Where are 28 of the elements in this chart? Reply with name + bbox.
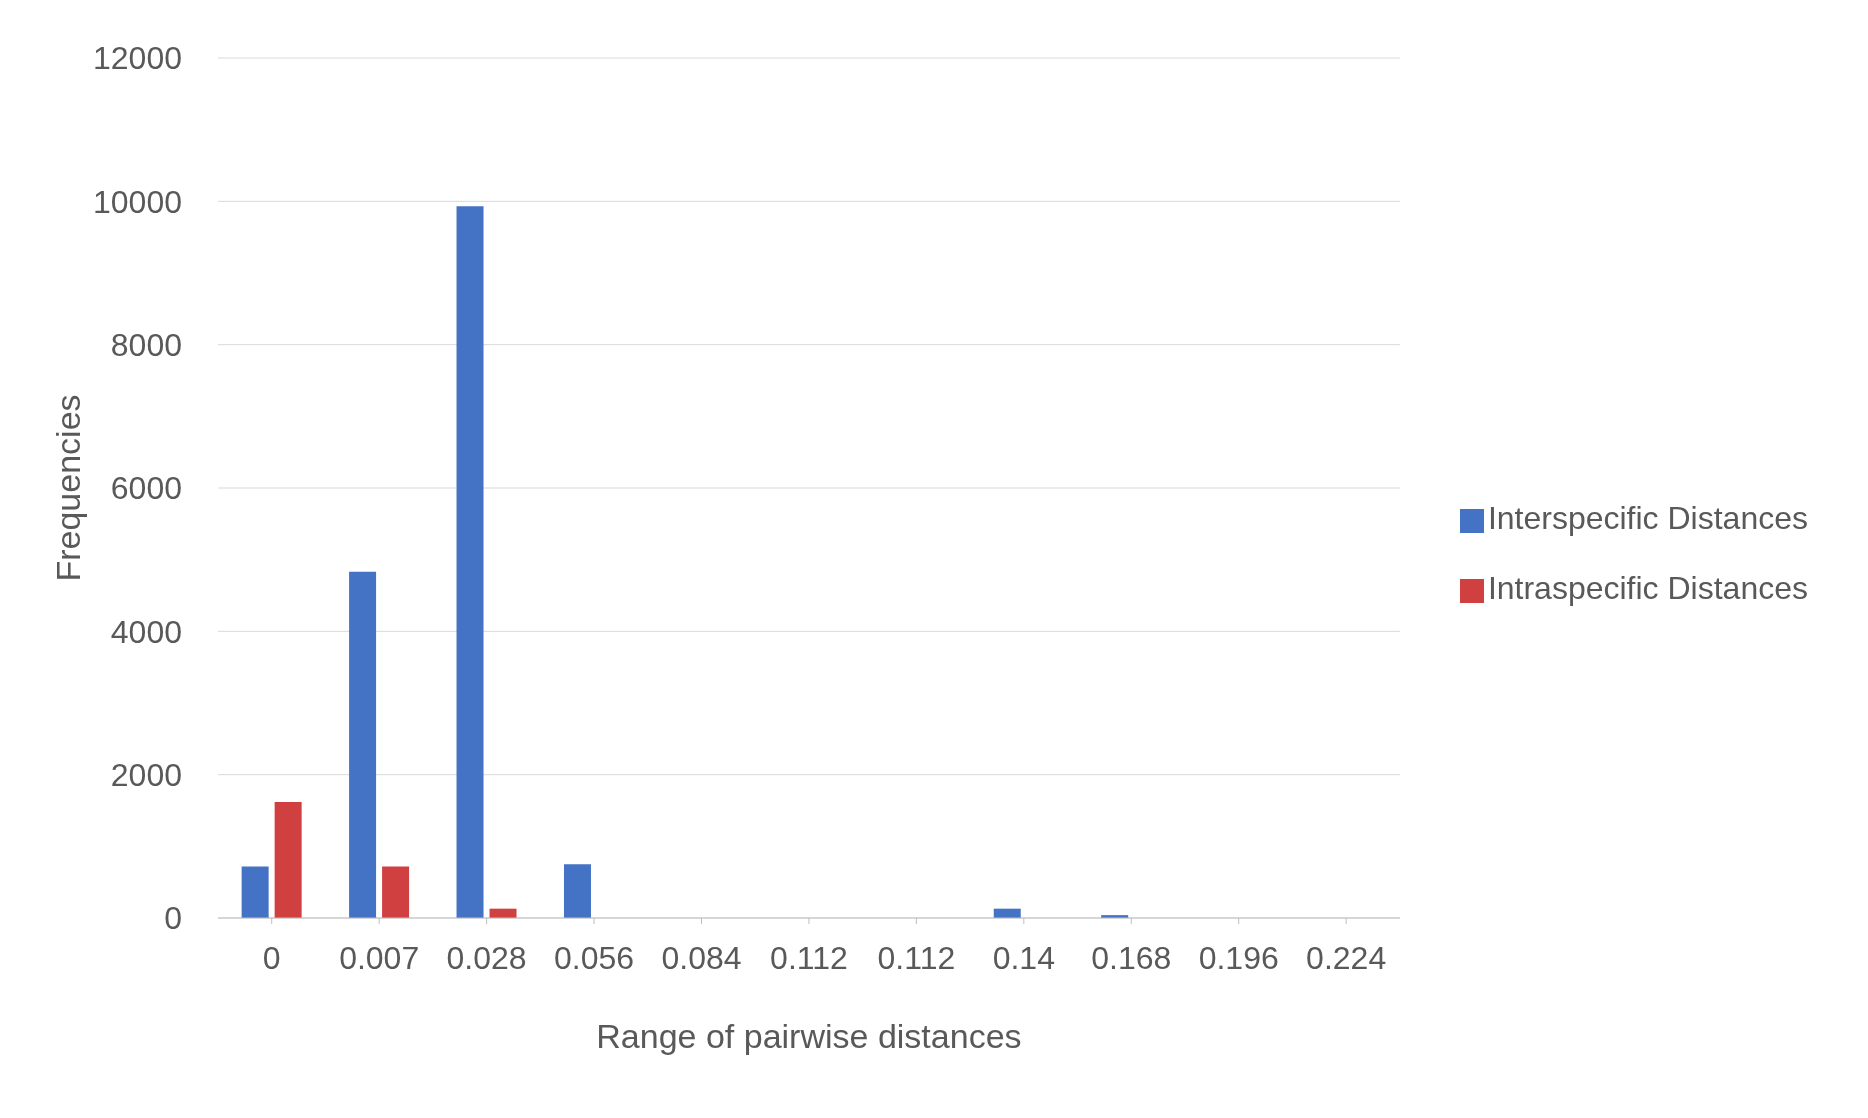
bar	[274, 801, 302, 918]
x-tick-label: 0.084	[661, 939, 742, 976]
x-tick-label: 0.112	[877, 939, 956, 976]
y-tick-label: 6000	[110, 470, 182, 507]
x-tick-label: 0.112	[770, 939, 848, 976]
x-tick-label: 0.224	[1306, 939, 1387, 976]
y-tick-label: 4000	[110, 613, 182, 650]
legend-label: Intraspecific Distances	[1487, 570, 1808, 606]
x-tick-label: 0.14	[992, 939, 1055, 976]
bar	[241, 866, 269, 918]
y-tick-label: 10000	[93, 183, 182, 220]
legend-label: Interspecific Distances	[1487, 500, 1808, 536]
x-tick-label: 0.196	[1198, 939, 1279, 976]
y-tick-label: 8000	[110, 327, 182, 364]
x-tick-label: 0.168	[1091, 939, 1172, 976]
x-axis-title: Range of pairwise distances	[596, 1017, 1022, 1055]
bar	[349, 571, 377, 918]
x-tick-label: 0	[262, 939, 281, 976]
x-tick-label: 0.007	[339, 939, 420, 976]
bar	[382, 866, 410, 918]
bar	[563, 864, 591, 918]
x-tick-label: 0.056	[554, 939, 635, 976]
bar	[456, 206, 484, 918]
y-tick-label: 0	[164, 900, 182, 937]
x-tick-label: 0.028	[446, 939, 527, 976]
y-tick-label: 12000	[93, 40, 182, 77]
y-axis-title: Frequencies	[49, 394, 88, 582]
y-tick-label: 2000	[110, 757, 182, 794]
